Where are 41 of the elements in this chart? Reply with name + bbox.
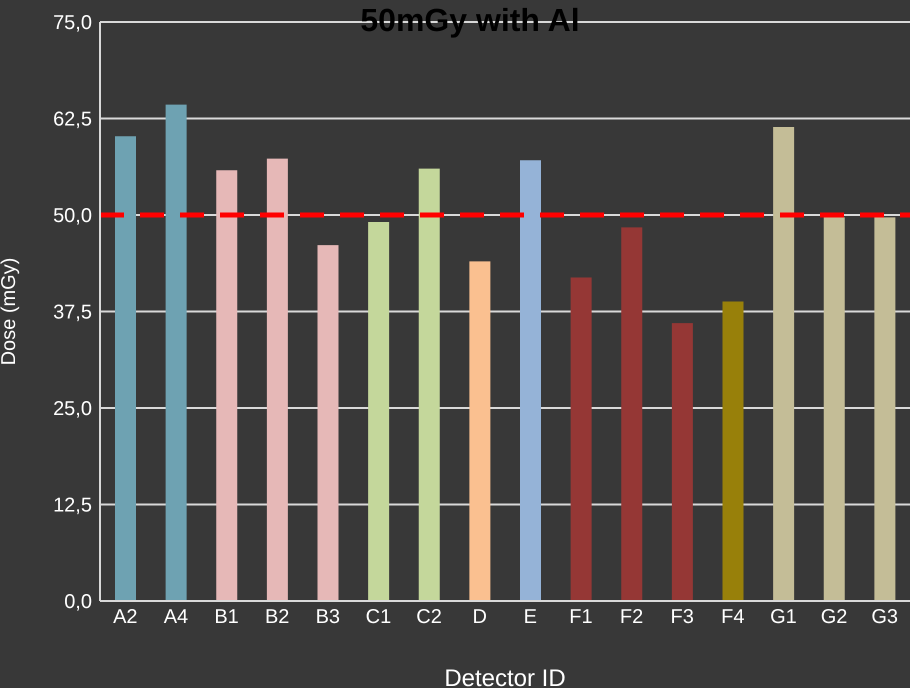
- bar: [368, 222, 390, 601]
- x-tick-label: B2: [264, 606, 290, 628]
- x-tick-label: A4: [164, 606, 188, 628]
- bar: [418, 168, 440, 601]
- bar: [773, 126, 794, 601]
- x-axis-title: Detector ID: [444, 665, 566, 688]
- bar: [166, 104, 187, 601]
- bar: [570, 278, 592, 601]
- x-tick-label: G3: [871, 606, 898, 628]
- x-tick-label: F4: [721, 606, 744, 628]
- bar: [318, 245, 338, 601]
- y-tick-label: 12,5: [53, 494, 92, 517]
- x-tick-label: F2: [620, 606, 644, 628]
- x-tick-label: G1: [770, 606, 797, 628]
- y-axis-title: Dose (mGy): [0, 258, 20, 366]
- x-tick-label: F3: [670, 606, 694, 628]
- y-tick-label: 37,5: [53, 302, 92, 324]
- bar: [469, 261, 490, 601]
- bar: [621, 227, 642, 601]
- x-tick-label: F1: [569, 606, 593, 628]
- y-tick-label: 62,5: [53, 108, 92, 131]
- x-tick-label: C2: [416, 606, 442, 628]
- y-tick-label: 0,0: [64, 591, 92, 614]
- bar: [824, 217, 845, 601]
- y-tick-label: 25,0: [53, 398, 92, 420]
- bar: [115, 136, 136, 601]
- bar: [672, 323, 693, 601]
- y-tick-label: 50,0: [53, 205, 92, 228]
- x-tick-label: E: [524, 606, 537, 628]
- bar: [266, 158, 288, 601]
- x-tick-label: D: [472, 606, 487, 628]
- bar: [722, 301, 744, 601]
- x-tick-label: C1: [366, 606, 392, 628]
- bar: [216, 170, 238, 601]
- x-tick-label: G2: [820, 606, 848, 628]
- bar: [520, 160, 541, 601]
- x-tick-label: A2: [113, 606, 138, 628]
- x-tick-label: B3: [316, 606, 340, 628]
- y-tick-label: 75,0: [53, 12, 92, 34]
- bar: [874, 217, 896, 601]
- x-tick-label: B1: [214, 606, 239, 628]
